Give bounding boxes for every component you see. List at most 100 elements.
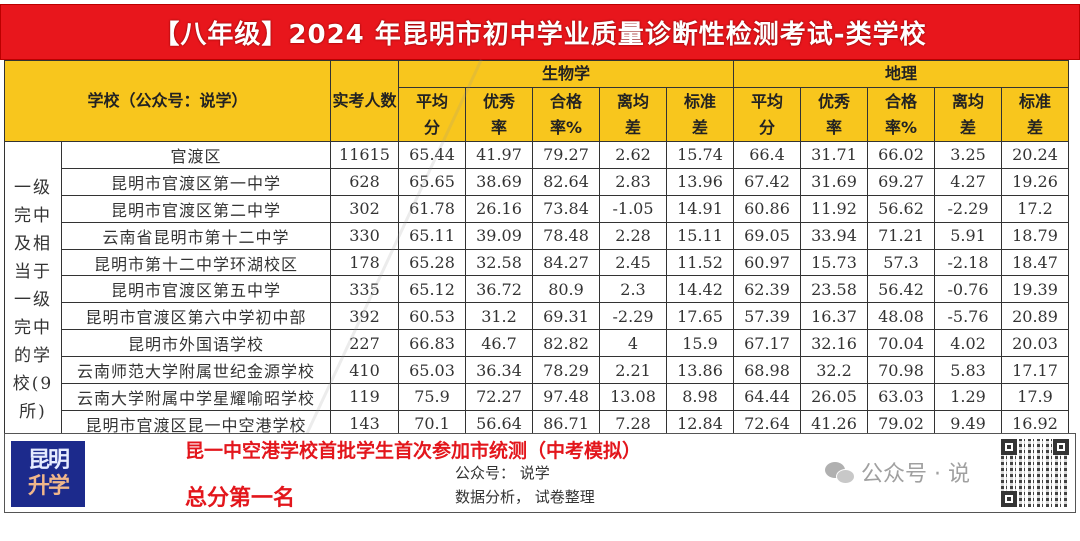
footer-banner: 昆明 升学 昆一中空港学校首批学生首次参加市统测（中考模拟） 总分第一名 公众号…	[4, 433, 1076, 513]
bio-cell: 13.96	[666, 167, 734, 196]
logo: 昆明 升学	[11, 441, 85, 507]
table-row: 昆明市官渡区第一中学 628 65.65 38.69 82.64 2.83 13.96 67.…	[5, 167, 1069, 196]
table-row: 昆明市外国语学校 227 66.83 46.7 82.82 4 15.9 67.17 32.16…	[5, 329, 1069, 358]
subline: 总分第一名	[185, 486, 296, 511]
bio-cell: 41.97	[465, 141, 533, 169]
bio-cell: 15.74	[666, 141, 734, 169]
geo-cell: -2.18	[934, 248, 1002, 277]
bio-cell: 60.53	[398, 302, 466, 331]
bio-cell: 65.28	[398, 248, 466, 277]
geo-cell: 16.37	[800, 302, 868, 331]
bio-cell: 66.83	[398, 329, 466, 358]
count: 178	[330, 248, 399, 277]
table-row: 云南省昆明市第十二中学 330 65.11 39.09 78.48 2.28 15.11 69…	[5, 221, 1069, 250]
geo-cell: 70.04	[867, 329, 935, 358]
geo-cell: 31.71	[800, 141, 868, 169]
geo-cell: 19.39	[1001, 275, 1069, 304]
school-name: 昆明市官渡区第二中学	[61, 194, 331, 223]
geo-cell: -2.29	[934, 194, 1002, 223]
geo-cell: 57.3	[867, 248, 935, 277]
wechat-icon	[825, 460, 855, 484]
analysis-text: 数据分析， 试卷整理	[455, 488, 595, 506]
qr-code[interactable]	[1001, 439, 1069, 507]
metric-header: 标准差	[1001, 87, 1069, 142]
count: 335	[330, 275, 399, 304]
geo-cell: 60.86	[733, 194, 801, 223]
table-row: 昆明市官渡区第二中学 302 61.78 26.16 73.84 -1.05 14.91 60…	[5, 194, 1069, 223]
geo-cell: 56.62	[867, 194, 935, 223]
bio-cell: 26.16	[465, 194, 533, 223]
bio-cell: 13.08	[599, 383, 667, 411]
school-name: 云南大学附属中学星耀喻昭学校	[61, 383, 331, 411]
wechat-watermark: 公众号 · 说	[825, 456, 970, 488]
bio-cell: 78.29	[532, 356, 600, 385]
school-column-header: 学校（公众号：说学）	[4, 60, 331, 142]
bio-cell: -1.05	[599, 194, 667, 223]
geo-cell: 48.08	[867, 302, 935, 331]
school-name: 官渡区	[61, 141, 331, 169]
bio-cell: 36.72	[465, 275, 533, 304]
bio-cell: 31.2	[465, 302, 533, 331]
metric-header: 优秀率	[800, 87, 868, 142]
count: 392	[330, 302, 399, 331]
logo-line1: 昆明	[27, 448, 70, 473]
bio-cell: 39.09	[465, 221, 533, 250]
bio-cell: 13.86	[666, 356, 734, 385]
count: 119	[330, 383, 399, 411]
geo-cell: 4.02	[934, 329, 1002, 358]
table-row: 云南师范大学附属世纪金源学校 410 65.03 36.34 78.29 2.21 13.8…	[5, 356, 1069, 385]
geo-cell: 32.2	[800, 356, 868, 385]
geo-cell: 23.58	[800, 275, 868, 304]
bio-cell: 8.98	[666, 383, 734, 411]
bio-cell: 97.48	[532, 383, 600, 411]
bio-cell: 78.48	[532, 221, 600, 250]
geo-cell: 66.4	[733, 141, 801, 169]
geo-cell: 69.05	[733, 221, 801, 250]
bio-cell: 73.84	[532, 194, 600, 223]
school-name: 昆明市官渡区第五中学	[61, 275, 331, 304]
school-name: 云南省昆明市第十二中学	[61, 221, 331, 250]
bio-cell: 2.83	[599, 167, 667, 196]
bio-cell: 80.9	[532, 275, 600, 304]
geo-cell: 20.89	[1001, 302, 1069, 331]
geo-cell: 5.91	[934, 221, 1002, 250]
metric-header: 离均差	[934, 87, 1002, 142]
bio-cell: 38.69	[465, 167, 533, 196]
school-name: 昆明市官渡区第六中学初中部	[61, 302, 331, 331]
bio-cell: 79.27	[532, 141, 600, 169]
geo-cell: 63.03	[867, 383, 935, 411]
geo-cell: 17.9	[1001, 383, 1069, 411]
bio-cell: 65.03	[398, 356, 466, 385]
count-column-header: 实考人数	[330, 60, 399, 142]
bio-cell: 84.27	[532, 248, 600, 277]
school-name: 昆明市外国语学校	[61, 329, 331, 358]
geo-cell: 17.17	[1001, 356, 1069, 385]
bio-cell: 65.65	[398, 167, 466, 196]
bio-cell: 2.62	[599, 141, 667, 169]
table-row: 云南大学附属中学星耀喻昭学校 119 75.9 72.27 97.48 13.08 8.98…	[5, 383, 1069, 411]
metric-header: 平均分	[733, 87, 801, 142]
bio-cell: 2.28	[599, 221, 667, 250]
table-row: 昆明市官渡区第六中学初中部 392 60.53 31.2 69.31 -2.29 17.65…	[5, 302, 1069, 331]
geo-cell: 31.69	[800, 167, 868, 196]
geo-cell: 17.2	[1001, 194, 1069, 223]
bio-cell: 72.27	[465, 383, 533, 411]
subject-header-geography: 地理	[733, 60, 1069, 88]
bio-cell: 15.9	[666, 329, 734, 358]
bio-cell: 14.42	[666, 275, 734, 304]
geo-cell: 60.97	[733, 248, 801, 277]
headline: 昆一中空港学校首批学生首次参加市统测（中考模拟）	[185, 440, 642, 462]
geo-cell: 69.27	[867, 167, 935, 196]
geo-cell: 33.94	[800, 221, 868, 250]
subject-header-biology: 生物学	[398, 60, 734, 88]
geo-cell: 1.29	[934, 383, 1002, 411]
count: 302	[330, 194, 399, 223]
geo-cell: 15.73	[800, 248, 868, 277]
geo-cell: 32.16	[800, 329, 868, 358]
count: 330	[330, 221, 399, 250]
geo-cell: 11.92	[800, 194, 868, 223]
count: 410	[330, 356, 399, 385]
metric-header: 离均差	[599, 87, 667, 142]
school-name: 昆明市第十二中学环湖校区	[61, 248, 331, 277]
count: 227	[330, 329, 399, 358]
